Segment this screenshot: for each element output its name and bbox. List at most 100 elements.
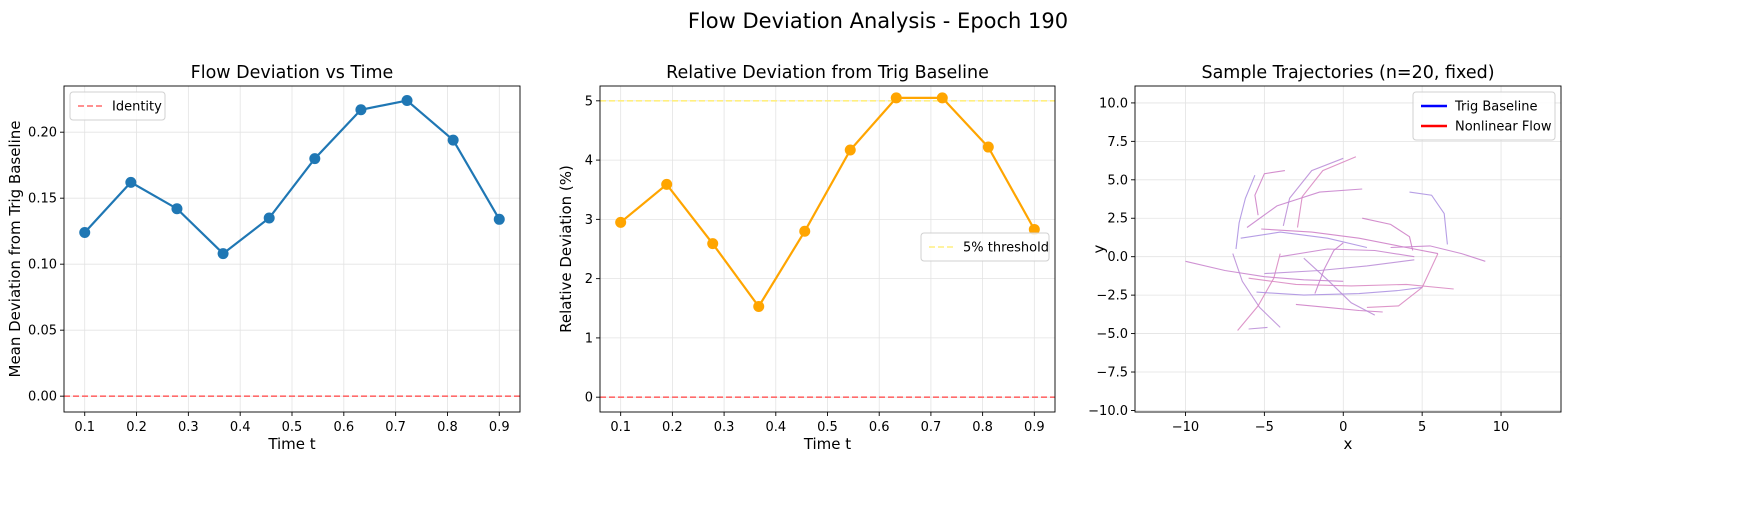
- y-tick-label: 0.00: [28, 390, 57, 405]
- legend-entry-label: Identity: [112, 100, 162, 115]
- trajectory-line: [1254, 170, 1285, 216]
- trajectory-line: [1256, 286, 1423, 296]
- trajectory-line: [1248, 326, 1268, 330]
- chart-title: Relative Deviation from Trig Baseline: [666, 63, 989, 83]
- x-axis-label: Time t: [267, 435, 315, 453]
- data-point: [401, 95, 413, 107]
- y-tick-label: 2: [585, 272, 593, 287]
- y-tick-label: 0.05: [28, 324, 57, 339]
- trajectory-line: [1280, 248, 1415, 258]
- y-tick-label: 5.0: [1107, 173, 1128, 188]
- trajectory-line: [1261, 228, 1439, 255]
- y-tick-label: 0: [585, 391, 593, 406]
- data-point: [309, 153, 321, 165]
- y-tick-label: 4: [585, 154, 593, 169]
- x-tick-label: 0.6: [869, 420, 890, 435]
- y-tick-label: 0.0: [1107, 250, 1128, 265]
- data-point: [263, 212, 275, 224]
- trajectory-line: [1366, 253, 1439, 308]
- x-tick-label: 0.8: [437, 420, 458, 435]
- plot-area: [1185, 156, 1486, 331]
- x-tick-label: 0.1: [610, 420, 631, 435]
- data-point: [217, 248, 229, 260]
- data-point: [615, 216, 627, 228]
- trajectory-line: [1237, 253, 1281, 331]
- trajectory-line: [1303, 257, 1376, 316]
- trajectory-line: [1362, 217, 1414, 251]
- x-tick-label: 0.4: [230, 420, 251, 435]
- plot-area: [600, 92, 1055, 398]
- data-point: [1028, 223, 1040, 235]
- y-tick-label: 5: [585, 94, 593, 109]
- plot-area: [64, 95, 520, 397]
- x-tick-label: 5: [1418, 420, 1426, 435]
- trajectory-line: [1185, 260, 1344, 282]
- legend-entry-label: Trig Baseline: [1454, 100, 1538, 115]
- x-tick-label: 0.9: [1024, 420, 1045, 435]
- y-axis-label: Relative Deviation (%): [557, 165, 575, 333]
- trajectory-line: [1235, 174, 1256, 250]
- x-tick-label: −5: [1255, 420, 1274, 435]
- chart-title: Flow Deviation vs Time: [191, 63, 394, 83]
- x-axis-label: Time t: [803, 435, 851, 453]
- data-point: [125, 176, 137, 188]
- axes-frame: [1134, 85, 1562, 413]
- trajectory-line: [1390, 245, 1486, 262]
- x-tick-label: 10: [1493, 420, 1510, 435]
- data-point: [493, 213, 505, 225]
- x-tick-label: 0.8: [972, 420, 993, 435]
- x-tick-label: 0.5: [817, 420, 838, 435]
- data-point: [171, 203, 183, 215]
- data-point: [844, 144, 856, 156]
- series-line: [620, 96, 1036, 309]
- trajectory-line: [1409, 191, 1448, 245]
- trajectory-line: [1240, 231, 1368, 249]
- x-tick-label: −10: [1172, 420, 1199, 435]
- trajectory-line: [1264, 259, 1415, 275]
- series-line: [83, 99, 501, 256]
- data-point: [355, 104, 367, 116]
- chart-2: 0.1 0.2 0.3 0.4 0.5 0.6 0.7 0.8 0.9 0 1 2 3 4 5 Relativ…: [557, 63, 1056, 453]
- y-axis-label: Mean Deviation from Trig Baseline: [6, 120, 24, 377]
- legend-entry-label: 5% threshold: [963, 241, 1049, 256]
- x-tick-label: 0.3: [714, 420, 735, 435]
- x-tick-label: 0.4: [765, 420, 786, 435]
- x-axis-label: x: [1344, 435, 1353, 453]
- x-tick-label: 0.7: [385, 420, 406, 435]
- data-point: [661, 178, 673, 190]
- trajectory-line: [1246, 188, 1363, 228]
- y-tick-label: 1: [585, 331, 593, 346]
- legend-box: [920, 232, 1050, 262]
- y-tick-label: 0.20: [28, 126, 57, 141]
- data-point: [753, 300, 765, 312]
- y-tick-label: 0.10: [28, 258, 57, 273]
- x-tick-label: 0.6: [333, 420, 354, 435]
- y-tick-label: −7.5: [1096, 366, 1128, 381]
- data-point: [799, 225, 811, 237]
- x-tick-label: 0.7: [921, 420, 942, 435]
- data-point: [707, 238, 719, 250]
- y-tick-label: −10.0: [1088, 404, 1128, 419]
- x-tick-label: 0.3: [178, 420, 199, 435]
- y-tick-label: 7.5: [1107, 135, 1128, 150]
- chart-1: 0.1 0.2 0.3 0.4 0.5 0.6 0.7 0.8 0.9 0.00 0.05 0.10 0…: [6, 63, 521, 453]
- trajectory-line: [1314, 242, 1344, 294]
- y-axis-label: y: [1090, 244, 1108, 253]
- legend-box: [1412, 91, 1556, 141]
- chart-3: −10 −5 0 5 10 −10.0 −7.5 −5.0 −2.5 0.0 2.5 5.0 7.5 10…: [1088, 63, 1562, 453]
- y-tick-label: 2.5: [1107, 212, 1128, 227]
- trajectory-line: [1282, 157, 1344, 227]
- y-tick-label: −2.5: [1096, 289, 1128, 304]
- x-tick-label: 0.9: [489, 420, 510, 435]
- x-tick-label: 0.1: [74, 420, 95, 435]
- y-tick-label: −5.0: [1096, 327, 1128, 342]
- data-point: [447, 134, 459, 146]
- x-tick-label: 0: [1339, 420, 1347, 435]
- trajectory-line: [1295, 303, 1383, 313]
- y-tick-label: 3: [585, 213, 593, 228]
- trajectory-line: [1232, 253, 1281, 328]
- data-point: [79, 227, 91, 239]
- trajectory-line: [1248, 277, 1454, 290]
